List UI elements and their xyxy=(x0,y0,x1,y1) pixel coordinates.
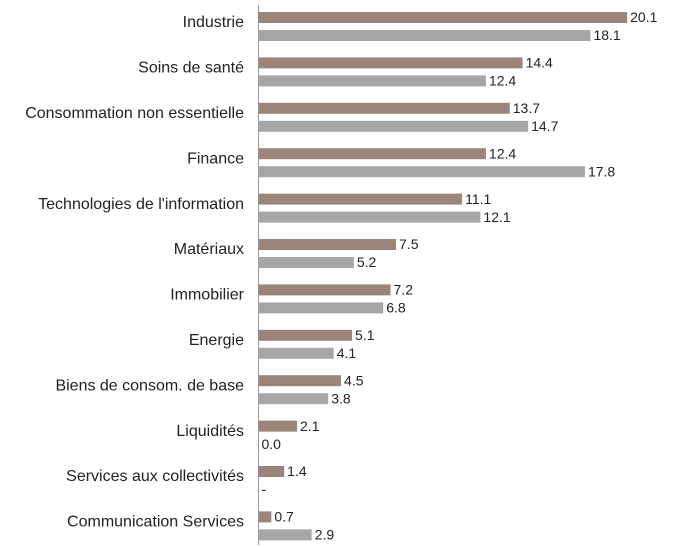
value-label: 12.4 xyxy=(489,73,516,89)
bar xyxy=(258,211,481,223)
value-label: 4.5 xyxy=(344,372,364,388)
value-label: 5.2 xyxy=(357,254,377,270)
value-label: 14.7 xyxy=(531,118,558,134)
value-label: 3.8 xyxy=(331,390,351,406)
category-label: Liquidités xyxy=(176,423,244,440)
value-label: 20.1 xyxy=(630,9,657,25)
value-label: 6.8 xyxy=(386,300,406,316)
bar xyxy=(258,420,298,432)
value-label: 12.4 xyxy=(489,145,516,161)
category-label: Services aux collectivités xyxy=(66,468,244,485)
value-label: 17.8 xyxy=(588,163,615,179)
bar xyxy=(258,193,463,205)
category-label: Technologies de l'information xyxy=(38,196,244,213)
bar xyxy=(258,148,486,160)
bar xyxy=(258,120,529,132)
bar xyxy=(258,30,591,41)
value-label: 7.5 xyxy=(399,236,419,252)
bar xyxy=(258,257,354,268)
category-label: Matériaux xyxy=(174,241,244,258)
bar xyxy=(258,75,486,87)
category-label: Finance xyxy=(187,150,244,167)
value-label: 7.2 xyxy=(394,282,414,298)
category-label: Industrie xyxy=(183,14,244,31)
category-label: Communication Services xyxy=(67,514,244,531)
bar xyxy=(258,239,397,250)
value-label: 5.1 xyxy=(355,327,375,343)
category-label: Soins de santé xyxy=(138,60,244,77)
value-label: 14.4 xyxy=(526,55,553,71)
bar xyxy=(258,329,353,341)
value-label: 0.0 xyxy=(262,436,282,452)
bar xyxy=(258,393,329,405)
bar xyxy=(258,302,384,314)
value-label: 4.1 xyxy=(337,345,357,361)
category-label: Immobilier xyxy=(170,287,244,304)
bar xyxy=(258,166,585,178)
bar xyxy=(258,57,523,69)
value-label: 13.7 xyxy=(513,100,540,116)
value-label: 2.9 xyxy=(315,527,335,543)
value-label: 18.1 xyxy=(593,27,620,43)
bar xyxy=(258,347,334,359)
value-label: 11.1 xyxy=(465,191,491,207)
bar xyxy=(258,529,312,541)
bar xyxy=(258,12,628,23)
bar xyxy=(258,375,342,387)
value-label: 1.4 xyxy=(287,463,307,479)
bar xyxy=(258,511,272,523)
value-label: 0.7 xyxy=(274,509,294,525)
category-label: Biens de consom. de base xyxy=(55,377,244,394)
value-label: 12.1 xyxy=(483,209,510,225)
bar xyxy=(258,102,510,114)
category-label: Consommation non essentielle xyxy=(25,105,244,122)
value-label: - xyxy=(262,481,267,497)
bar xyxy=(258,466,285,477)
value-label: 2.1 xyxy=(300,418,320,434)
category-label: Energie xyxy=(189,332,244,349)
bar xyxy=(258,284,391,296)
